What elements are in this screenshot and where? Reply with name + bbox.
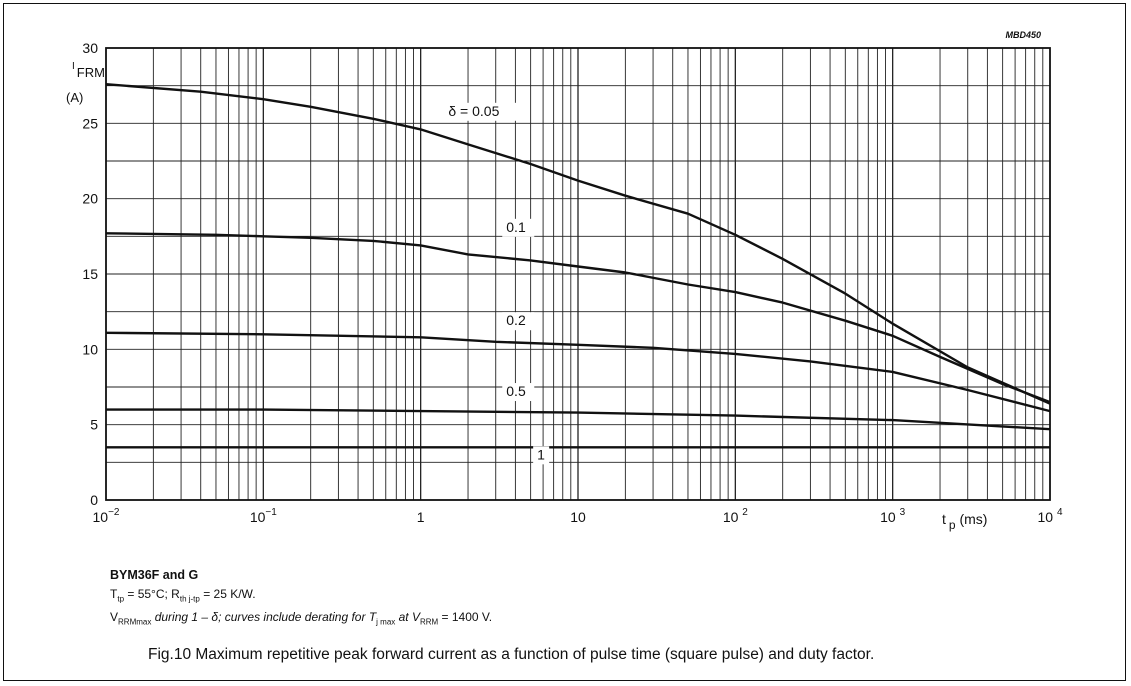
- series-label: 0.1: [506, 219, 526, 235]
- series-label-bg: [502, 312, 535, 331]
- series-label: δ = 0.05: [448, 103, 499, 119]
- figure-caption: Fig.10 Maximum repetitive peak forward c…: [148, 646, 875, 663]
- x-tick-label: 10 4: [1037, 507, 1062, 525]
- y-tick-label: 15: [82, 266, 98, 282]
- plot-border: [105, 47, 1051, 501]
- notes-line-1: Ttp = 55°C; Rth j-tp = 25 K/W.: [110, 587, 256, 604]
- x-tick-label: 10 2: [723, 507, 748, 525]
- y-tick-label: 25: [82, 115, 98, 131]
- series-label-bg: [502, 218, 535, 237]
- labels: 0 5 10 15 20 25 30 10−2 10−1 1 10 10 2 10 3 10 4 I FRM (…: [66, 40, 1063, 532]
- y-tick-label: 10: [82, 341, 98, 357]
- series-label-bg: [502, 383, 535, 402]
- series-line-1: [105, 83, 1051, 405]
- series-label-bg: [444, 102, 517, 121]
- series-label: 1: [537, 446, 545, 462]
- series-label: 0.2: [506, 312, 526, 328]
- x-tick-label: 1: [417, 509, 425, 525]
- notes-line-2: VRRMmax during 1 – δ; curves include der…: [110, 610, 493, 627]
- grid: [106, 48, 1050, 500]
- y-axis-label: I FRM: [72, 61, 105, 80]
- y-tick-label: 30: [82, 40, 98, 56]
- x-tick-label: 10: [570, 509, 586, 525]
- series-line-4: [106, 408, 1051, 431]
- series-line-2: [105, 232, 1051, 404]
- x-tick-label: 10−1: [250, 507, 277, 525]
- x-tick-label: 10 3: [880, 507, 905, 525]
- y-tick-label: 0: [90, 492, 98, 508]
- series-line-3: [105, 331, 1051, 413]
- series-label: 0.5: [506, 383, 526, 399]
- figure-frame: [3, 3, 1126, 681]
- series-label-bg: [533, 446, 550, 465]
- x-tick-label: 10−2: [93, 507, 120, 525]
- figure-code: MBD450: [1005, 30, 1041, 40]
- y-tick-label: 5: [90, 417, 98, 433]
- y-axis-unit: (A): [66, 90, 83, 105]
- notes-title: BYM36F and G: [110, 568, 199, 582]
- curves: [105, 83, 1051, 449]
- y-tick-label: 20: [82, 191, 98, 207]
- chart-notes: BYM36F and G Ttp = 55°C; Rth j-tp = 25 K…: [110, 566, 492, 632]
